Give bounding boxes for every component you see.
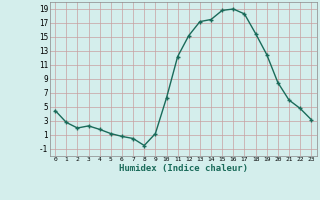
X-axis label: Humidex (Indice chaleur): Humidex (Indice chaleur): [119, 164, 248, 173]
